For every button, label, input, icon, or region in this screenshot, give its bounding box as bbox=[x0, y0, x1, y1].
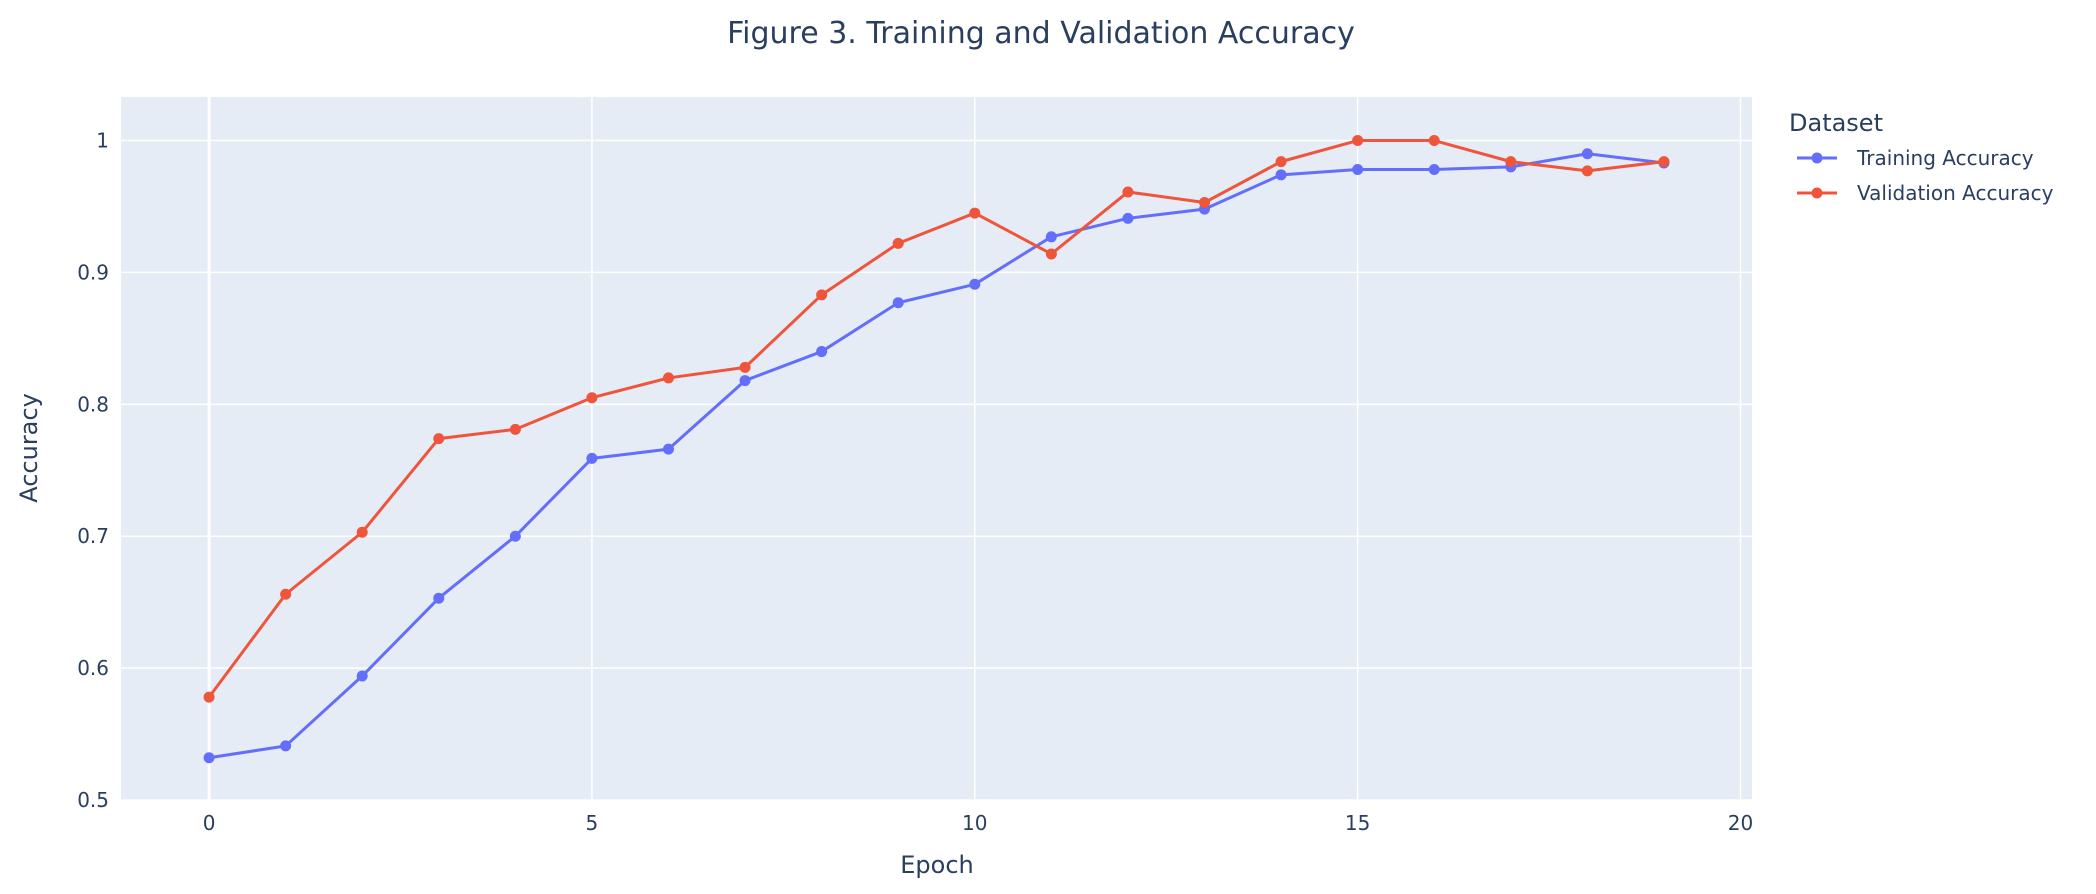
x-tick-label: 5 bbox=[586, 811, 599, 835]
legend-item: Training Accuracy bbox=[1797, 146, 2034, 170]
x-tick-label: 0 bbox=[203, 811, 216, 835]
data-point bbox=[1428, 164, 1440, 176]
y-tick-label: 1 bbox=[96, 129, 109, 153]
data-point bbox=[356, 526, 368, 538]
legend-swatch-marker bbox=[1811, 152, 1823, 164]
x-tick-label: 20 bbox=[1728, 811, 1753, 835]
plot-area bbox=[121, 97, 1752, 800]
data-point bbox=[1199, 197, 1211, 209]
data-point bbox=[662, 372, 674, 384]
data-point bbox=[1505, 156, 1517, 168]
data-point bbox=[1352, 164, 1364, 176]
data-point bbox=[1045, 248, 1057, 260]
data-point bbox=[280, 588, 292, 600]
legend-label: Training Accuracy bbox=[1856, 146, 2034, 170]
legend-item: Validation Accuracy bbox=[1797, 181, 2054, 205]
y-tick-label: 0.9 bbox=[77, 260, 109, 284]
data-point bbox=[1122, 186, 1134, 198]
data-point bbox=[586, 452, 598, 464]
data-point bbox=[203, 691, 215, 703]
series-line bbox=[208, 152, 1665, 760]
data-point bbox=[1658, 156, 1670, 168]
data-point bbox=[1428, 135, 1440, 147]
series-line bbox=[207, 139, 1665, 699]
x-tick-label: 15 bbox=[1345, 811, 1370, 835]
data-point bbox=[1581, 165, 1593, 177]
legend: Dataset Training Accuracy Validation Accu… bbox=[1789, 109, 2054, 205]
data-point bbox=[662, 443, 674, 455]
data-point bbox=[1275, 156, 1287, 168]
data-point bbox=[509, 423, 521, 435]
y-tick-label: 0.5 bbox=[77, 788, 109, 812]
data-point bbox=[739, 375, 751, 387]
legend-title: Dataset bbox=[1789, 109, 1883, 137]
data-point bbox=[1045, 231, 1057, 243]
data-point bbox=[586, 392, 598, 404]
data-point bbox=[1352, 135, 1364, 147]
data-point bbox=[892, 237, 904, 249]
data-point bbox=[203, 752, 215, 764]
y-tick-label: 0.6 bbox=[77, 656, 109, 680]
series-layer bbox=[203, 135, 1670, 764]
data-point bbox=[1122, 212, 1134, 224]
data-point bbox=[969, 207, 981, 219]
legend-swatch-marker bbox=[1811, 187, 1823, 199]
tick-labels: 0 5 10 15 20 0.5 0.6 0.7 0.8 0.9 1 bbox=[77, 129, 1753, 835]
data-point bbox=[509, 530, 521, 542]
data-point bbox=[1275, 169, 1287, 181]
data-point bbox=[739, 361, 751, 373]
data-point bbox=[1581, 148, 1593, 160]
data-point bbox=[433, 433, 445, 445]
x-tick-label: 10 bbox=[962, 811, 987, 835]
data-point bbox=[433, 592, 445, 604]
data-point bbox=[356, 670, 368, 682]
x-axis-title: Epoch bbox=[900, 851, 974, 879]
y-axis-title: Accuracy bbox=[15, 393, 43, 503]
data-point bbox=[892, 297, 904, 309]
series-1 bbox=[203, 135, 1670, 703]
data-point bbox=[280, 740, 292, 752]
data-point bbox=[816, 289, 828, 301]
data-point bbox=[816, 346, 828, 358]
data-point bbox=[969, 278, 981, 290]
chart-title: Figure 3. Training and Validation Accura… bbox=[727, 16, 1355, 51]
y-tick-label: 0.7 bbox=[77, 524, 109, 548]
y-tick-label: 0.8 bbox=[77, 392, 109, 416]
legend-label: Validation Accuracy bbox=[1857, 181, 2054, 205]
